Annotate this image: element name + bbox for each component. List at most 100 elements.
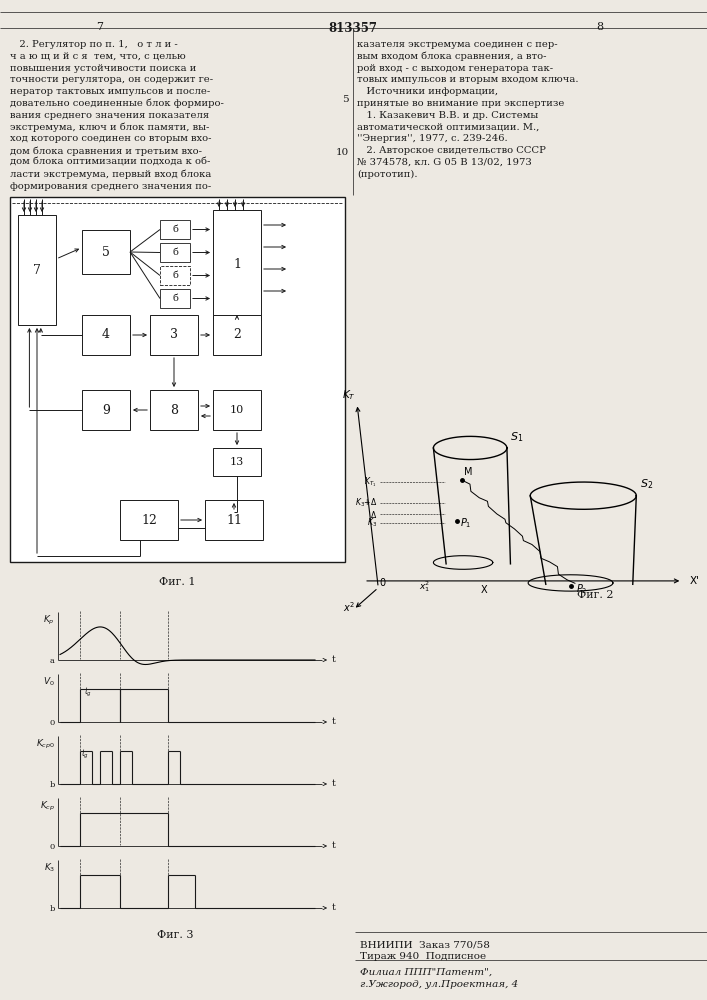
Text: $S_2$: $S_2$ xyxy=(640,478,653,491)
Text: 2. Авторское свидетельство СССР: 2. Авторское свидетельство СССР xyxy=(357,146,546,155)
Text: $P_2$: $P_2$ xyxy=(576,582,588,596)
Text: Фиг. 1: Фиг. 1 xyxy=(159,577,196,587)
Text: рой вход - с выходом генератора так-: рой вход - с выходом генератора так- xyxy=(357,64,553,73)
Text: b: b xyxy=(49,905,55,913)
Text: 7: 7 xyxy=(96,22,103,32)
Text: $K_{cp0}$: $K_{cp0}$ xyxy=(36,738,55,751)
Text: X: X xyxy=(481,585,487,595)
Bar xyxy=(160,220,190,239)
Text: 11: 11 xyxy=(226,514,242,526)
Text: t: t xyxy=(332,780,336,788)
Bar xyxy=(150,315,198,355)
Text: повышения устойчивости поиска и: повышения устойчивости поиска и xyxy=(10,64,197,73)
Text: б: б xyxy=(172,294,178,303)
Text: 0: 0 xyxy=(49,719,55,727)
Text: ВНИИПИ  Заказ 770/58: ВНИИПИ Заказ 770/58 xyxy=(360,940,490,949)
Bar xyxy=(205,500,263,540)
Bar xyxy=(160,266,190,285)
Text: принятые во внимание при экспертизе: принятые во внимание при экспертизе xyxy=(357,99,564,108)
Text: $K_3$: $K_3$ xyxy=(367,517,377,529)
Bar xyxy=(82,315,130,355)
Text: б: б xyxy=(172,225,178,234)
Text: товых импульсов и вторым входом ключа.: товых импульсов и вторым входом ключа. xyxy=(357,75,578,84)
Text: $P_1$: $P_1$ xyxy=(460,516,472,530)
Text: Фиг. 3: Фиг. 3 xyxy=(157,930,193,940)
Text: $x^2$: $x^2$ xyxy=(342,600,355,614)
Bar xyxy=(82,230,130,274)
Text: ''Энергия'', 1977, с. 239-246.: ''Энергия'', 1977, с. 239-246. xyxy=(357,134,508,143)
Text: t: t xyxy=(332,718,336,726)
Text: M: M xyxy=(464,467,473,477)
Text: нератор тактовых импульсов и после-: нератор тактовых импульсов и после- xyxy=(10,87,210,96)
Bar xyxy=(160,243,190,262)
Text: 8: 8 xyxy=(597,22,604,32)
Text: 3: 3 xyxy=(170,328,178,342)
Text: Филиал ППП"Патент",: Филиал ППП"Патент", xyxy=(360,968,492,977)
Text: дом блока сравнения и третьим вхо-: дом блока сравнения и третьим вхо- xyxy=(10,146,202,156)
Text: $K_3$: $K_3$ xyxy=(44,862,55,874)
Text: казателя экстремума соединен с пер-: казателя экстремума соединен с пер- xyxy=(357,40,558,49)
Text: г.Ужгород, ул.Проектная, 4: г.Ужгород, ул.Проектная, 4 xyxy=(360,980,518,989)
Text: $\Delta$: $\Delta$ xyxy=(370,509,377,520)
Text: 10: 10 xyxy=(230,405,244,415)
Text: 0: 0 xyxy=(49,843,55,851)
Text: 1. Казакевич В.В. и др. Системы: 1. Казакевич В.В. и др. Системы xyxy=(357,111,538,120)
Text: 12: 12 xyxy=(141,514,157,526)
Bar xyxy=(213,390,261,430)
Text: $S_1$: $S_1$ xyxy=(510,430,524,444)
Text: 813357: 813357 xyxy=(329,22,378,35)
Bar xyxy=(10,197,345,562)
Text: вания среднего значения показателя: вания среднего значения показателя xyxy=(10,111,209,120)
Text: формирования среднего значения по-: формирования среднего значения по- xyxy=(10,182,211,191)
Text: Тираж 940  Подписное: Тираж 940 Подписное xyxy=(360,952,486,961)
Text: 8: 8 xyxy=(170,403,178,416)
Text: $K_3{+}\Delta$: $K_3{+}\Delta$ xyxy=(355,496,377,509)
Text: 5: 5 xyxy=(102,245,110,258)
Bar xyxy=(213,315,261,355)
Bar xyxy=(213,210,261,320)
Text: Источники информации,: Источники информации, xyxy=(357,87,498,96)
Bar xyxy=(120,500,178,540)
Text: $K_p$: $K_p$ xyxy=(43,614,55,627)
Text: a: a xyxy=(50,657,55,665)
Text: ход которого соединен со вторым вхо-: ход которого соединен со вторым вхо- xyxy=(10,134,211,143)
Text: б: б xyxy=(172,271,178,280)
Text: 2: 2 xyxy=(233,328,241,342)
Text: $t_g$: $t_g$ xyxy=(81,748,89,761)
Text: t: t xyxy=(332,842,336,850)
Text: 4: 4 xyxy=(102,328,110,342)
Text: 2. Регулятор по п. 1,   о т л и -: 2. Регулятор по п. 1, о т л и - xyxy=(10,40,177,49)
Text: ласти экстремума, первый вход блока: ласти экстремума, первый вход блока xyxy=(10,170,211,179)
Text: экстремума, ключ и блок памяти, вы-: экстремума, ключ и блок памяти, вы- xyxy=(10,123,209,132)
Bar xyxy=(213,448,261,476)
Text: точности регулятора, он содержит ге-: точности регулятора, он содержит ге- xyxy=(10,75,213,84)
Text: дом блока оптимизации подхода к об-: дом блока оптимизации подхода к об- xyxy=(10,158,211,167)
Text: б: б xyxy=(172,248,178,257)
Bar xyxy=(82,390,130,430)
Text: $t_g$: $t_g$ xyxy=(84,686,92,699)
Text: 1: 1 xyxy=(233,258,241,271)
Text: 9: 9 xyxy=(102,403,110,416)
Text: $x_1^2$: $x_1^2$ xyxy=(419,579,431,594)
Text: Фиг. 2: Фиг. 2 xyxy=(577,590,613,600)
Text: ч а ю щ и й с я  тем, что, с целью: ч а ю щ и й с я тем, что, с целью xyxy=(10,52,186,61)
Text: $K_{T_1}$: $K_{T_1}$ xyxy=(365,475,377,489)
Text: $K_{cp}$: $K_{cp}$ xyxy=(40,800,55,813)
Text: 10: 10 xyxy=(336,148,349,157)
Text: довательно соединенные блок формиро-: довательно соединенные блок формиро- xyxy=(10,99,224,108)
Text: № 374578, кл. G 05 B 13/02, 1973: № 374578, кл. G 05 B 13/02, 1973 xyxy=(357,158,532,167)
Text: вым входом блока сравнения, а вто-: вым входом блока сравнения, а вто- xyxy=(357,52,547,61)
Bar xyxy=(18,215,56,325)
Text: X': X' xyxy=(689,576,699,586)
Text: 0: 0 xyxy=(380,578,386,588)
Text: 7: 7 xyxy=(33,263,41,276)
Text: b: b xyxy=(49,781,55,789)
Text: $K_T$: $K_T$ xyxy=(341,388,356,402)
Bar xyxy=(150,390,198,430)
Text: t: t xyxy=(332,656,336,664)
Text: (прототип).: (прототип). xyxy=(357,170,418,179)
Text: 13: 13 xyxy=(230,457,244,467)
Text: t: t xyxy=(332,904,336,912)
Text: автоматической оптимизации. М.,: автоматической оптимизации. М., xyxy=(357,123,539,132)
Text: 5: 5 xyxy=(342,95,349,104)
